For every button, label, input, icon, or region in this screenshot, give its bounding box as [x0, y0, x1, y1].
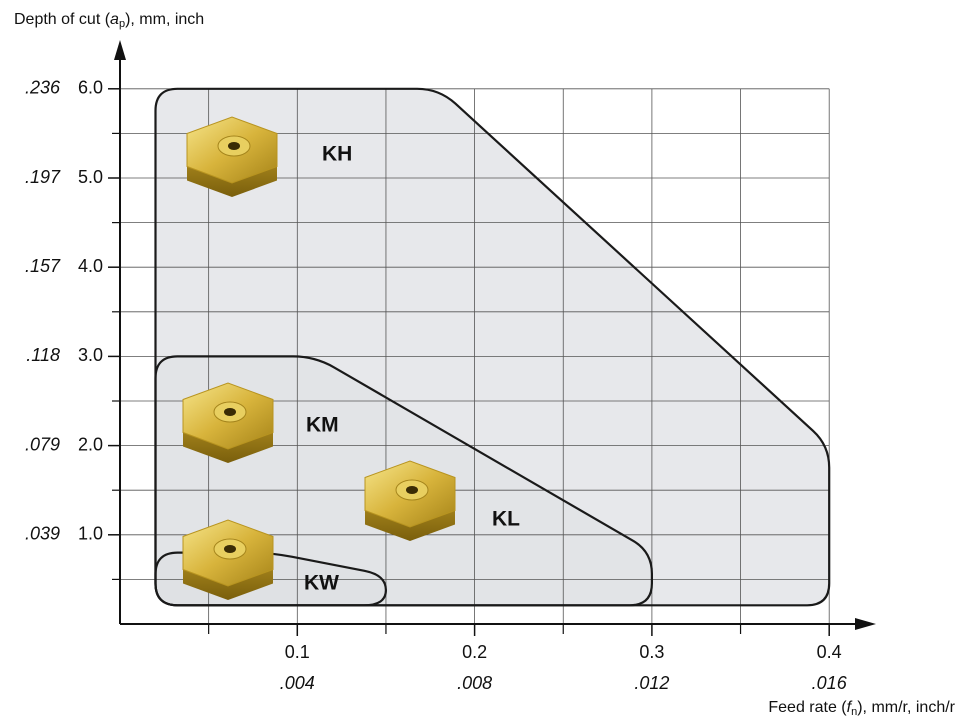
- region-fill: [155, 88, 830, 606]
- insert-hole: [224, 408, 236, 416]
- y-tick-label-inch: .157: [25, 256, 61, 276]
- y-tick-label: 5.0: [78, 167, 103, 187]
- y-tick-label: 4.0: [78, 256, 103, 276]
- x-tick-label-inch: .004: [280, 673, 315, 693]
- x-tick-label-inch: .016: [812, 673, 848, 693]
- x-tick-label-inch: .012: [634, 673, 669, 693]
- insert-label: KW: [304, 572, 339, 595]
- x-axis-arrow: [855, 618, 876, 630]
- y-tick-label: 6.0: [78, 78, 103, 98]
- y-tick-label-inch: .118: [26, 345, 60, 365]
- y-tick-label-inch: .197: [25, 167, 61, 187]
- y-axis-title: Depth of cut (ap), mm, inch: [14, 11, 204, 30]
- insert-hole: [228, 142, 240, 150]
- insert-hole: [406, 486, 418, 494]
- x-tick-label-inch: .008: [457, 673, 492, 693]
- insert-label: KM: [306, 414, 339, 437]
- insert-icon: [182, 519, 274, 600]
- insert-icon: [364, 460, 456, 541]
- insert-label: KL: [492, 508, 520, 531]
- y-axis-arrow: [114, 40, 126, 60]
- x-tick-label: 0.1: [285, 642, 310, 662]
- y-tick-label: 1.0: [78, 524, 103, 544]
- insert-hole: [224, 545, 236, 553]
- y-tick-label-inch: .079: [25, 434, 60, 454]
- y-tick-label: 2.0: [78, 434, 103, 454]
- insert-label: KH: [322, 143, 352, 166]
- y-tick-label-inch: .236: [25, 78, 61, 98]
- x-tick-label: 0.2: [462, 642, 487, 662]
- y-tick-label-inch: .039: [25, 524, 60, 544]
- insert-icon: [182, 382, 274, 463]
- x-tick-label: 0.4: [817, 642, 842, 662]
- x-axis-title: Feed rate (fn), mm/r, inch/r: [768, 699, 955, 718]
- x-tick-label: 0.3: [639, 642, 664, 662]
- insert-icon: [186, 116, 278, 197]
- y-tick-label: 3.0: [78, 345, 103, 365]
